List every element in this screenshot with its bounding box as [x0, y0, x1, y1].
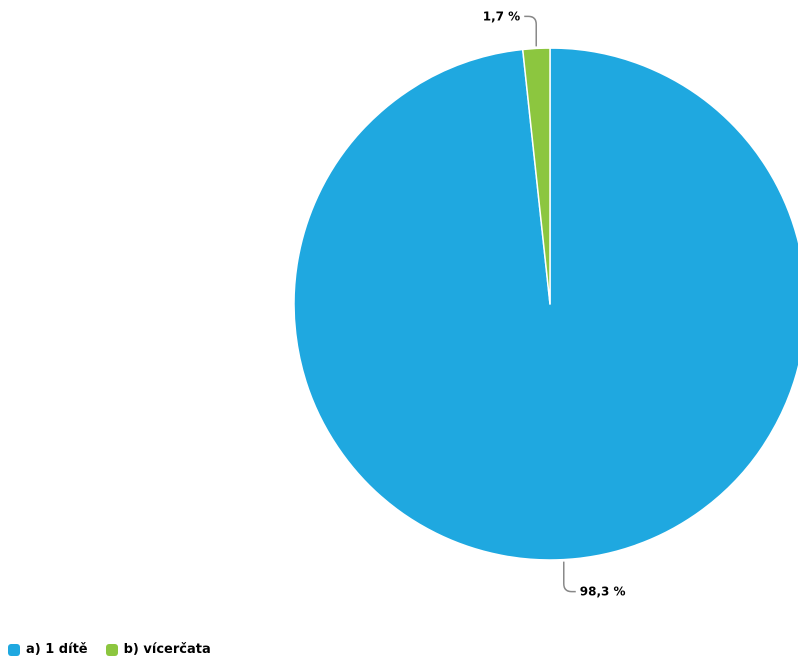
legend-swatch-vicercata — [105, 643, 118, 656]
legend-item-1-dite[interactable]: a) 1 dítě — [8, 642, 88, 657]
data-label-slice-1: 98,3 % — [580, 585, 626, 599]
data-label-slice-2: 1,7 % — [483, 9, 520, 23]
legend-swatch-1-dite — [8, 643, 20, 656]
legend: a) 1 dítě b) vícerčata — [8, 642, 211, 657]
legend-item-vicercata[interactable]: b) vícerčata — [105, 642, 211, 657]
leader-line-slice-2 — [524, 15, 537, 47]
data-labels: 98,3 % 1,7 % — [483, 9, 626, 598]
legend-label-1-dite: a) 1 dítě — [26, 642, 88, 657]
pie-slices — [293, 47, 798, 561]
legend-label-vicercata: b) vícerčata — [123, 642, 211, 657]
pie-slice-2[interactable] — [521, 47, 551, 305]
leader-line-slice-1 — [563, 561, 576, 593]
pie-slice-1[interactable] — [293, 47, 798, 561]
